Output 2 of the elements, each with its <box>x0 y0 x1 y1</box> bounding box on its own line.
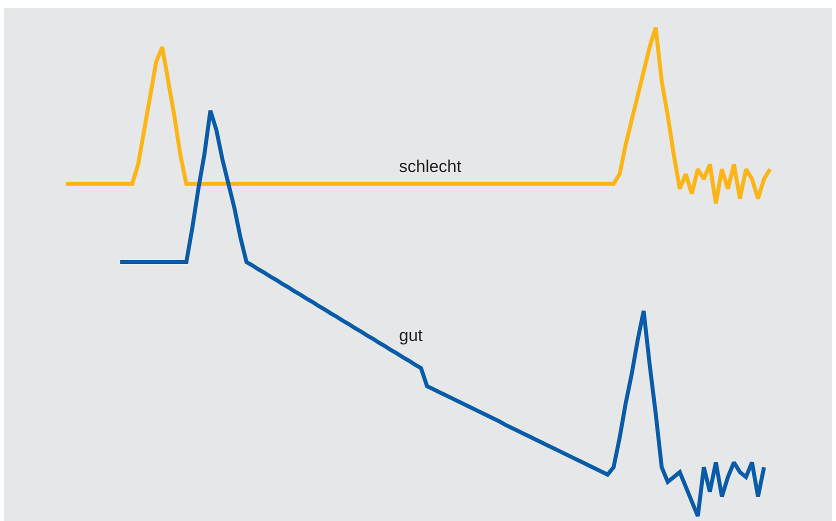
series-label: schlecht <box>399 157 462 176</box>
series-label: gut <box>399 326 423 345</box>
